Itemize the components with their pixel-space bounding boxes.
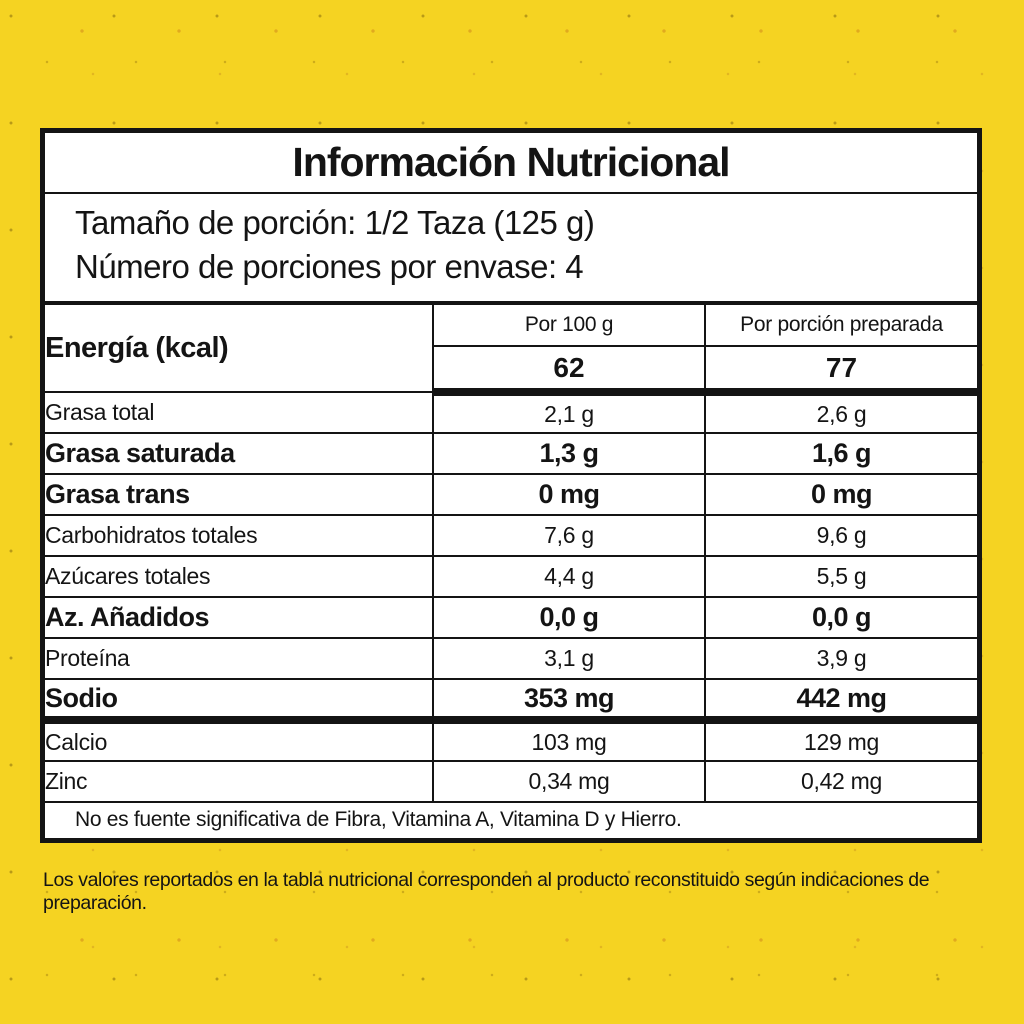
energy-value-per-100g: 62 <box>432 346 705 396</box>
nutrient-value-per-100g: 2,1 g <box>432 392 705 434</box>
energy-value-per-portion: 77 <box>704 346 977 396</box>
table-row-azucares: Azúcares totales 4,4 g 5,5 g <box>45 556 977 598</box>
reconstitution-note: Los valores reportados en la tabla nutri… <box>43 869 930 914</box>
nutrient-value-per-100g: 0,34 mg <box>432 761 705 803</box>
nutrient-name: Grasa total <box>45 392 433 434</box>
table-row-energy: 62 77 <box>45 346 977 396</box>
nutrient-value-per-100g: 0 mg <box>432 474 705 516</box>
significance-footnote: No es fuente significativa de Fibra, Vit… <box>75 808 682 831</box>
table-row-grasa-trans: Grasa trans 0 mg 0 mg <box>45 474 977 516</box>
nutrient-value-per-portion: 0 mg <box>704 474 977 516</box>
serving-size-text: Tamaño de porción: 1/2 Taza (125 g) <box>75 204 595 241</box>
nutrient-value-per-portion: 3,9 g <box>704 638 977 680</box>
column-header-per-portion: Por porción preparada <box>704 305 977 347</box>
servings-per-container-text: Número de porciones por envase: 4 <box>75 248 584 285</box>
panel-title: Información Nutricional <box>45 133 977 194</box>
nutrient-value-per-portion: 2,6 g <box>704 392 977 434</box>
nutrient-name: Grasa saturada <box>45 433 433 475</box>
nutrient-name: Carbohidratos totales <box>45 515 433 557</box>
nutrient-value-per-portion: 442 mg <box>704 679 977 724</box>
nutrient-name-energy: Energía (kcal) <box>45 305 433 393</box>
nutrient-name: Proteína <box>45 638 433 680</box>
nutrient-name: Sodio <box>45 679 433 724</box>
nutrient-value-per-portion: 9,6 g <box>704 515 977 557</box>
table-header-row: Energía (kcal) Por 100 g Por porción pre… <box>45 305 977 393</box>
nutrition-facts-panel: Información Nutricional Tamaño de porció… <box>40 128 982 843</box>
nutrient-value-per-100g: 103 mg <box>432 720 705 762</box>
serving-info: Tamaño de porción: 1/2 Taza (125 g) Núme… <box>45 194 977 305</box>
table-row-carbohidratos: Carbohidratos totales 7,6 g 9,6 g <box>45 515 977 557</box>
table-row-zinc: Zinc 0,34 mg 0,42 mg <box>45 761 977 803</box>
nutrient-value-per-100g: 3,1 g <box>432 638 705 680</box>
nutrient-value-per-portion: 1,6 g <box>704 433 977 475</box>
nutrient-value-per-100g: 7,6 g <box>432 515 705 557</box>
nutrient-value-per-portion: 0,0 g <box>704 597 977 639</box>
table-row-az-anadidos: Az. Añadidos 0,0 g 0,0 g <box>45 597 977 639</box>
table-row-grasa-total: Grasa total 2,1 g 2,6 g <box>45 392 977 434</box>
nutrient-name: Zinc <box>45 761 433 803</box>
nutrient-value-per-100g: 4,4 g <box>432 556 705 598</box>
nutrient-name: Az. Añadidos <box>45 597 433 639</box>
nutrient-name: Grasa trans <box>45 474 433 516</box>
nutrient-value-per-portion: 129 mg <box>704 720 977 762</box>
table-row-grasa-saturada: Grasa saturada 1,3 g 1,6 g <box>45 433 977 475</box>
table-row-calcio: Calcio 103 mg 129 mg <box>45 720 977 762</box>
nutrient-value-per-portion: 0,42 mg <box>704 761 977 803</box>
column-header-per-100g: Por 100 g <box>432 305 705 347</box>
table-row-sodio: Sodio 353 mg 442 mg <box>45 679 977 724</box>
nutrient-value-per-100g: 1,3 g <box>432 433 705 475</box>
nutrient-name: Azúcares totales <box>45 556 433 598</box>
nutrition-table: Energía (kcal) Por 100 g Por porción pre… <box>45 305 977 803</box>
nutrient-value-per-100g: 353 mg <box>432 679 705 724</box>
nutrient-name: Calcio <box>45 720 433 762</box>
nutrient-value-per-portion: 5,5 g <box>704 556 977 598</box>
nutrient-value-per-100g: 0,0 g <box>432 597 705 639</box>
table-row-proteina: Proteína 3,1 g 3,9 g <box>45 638 977 680</box>
